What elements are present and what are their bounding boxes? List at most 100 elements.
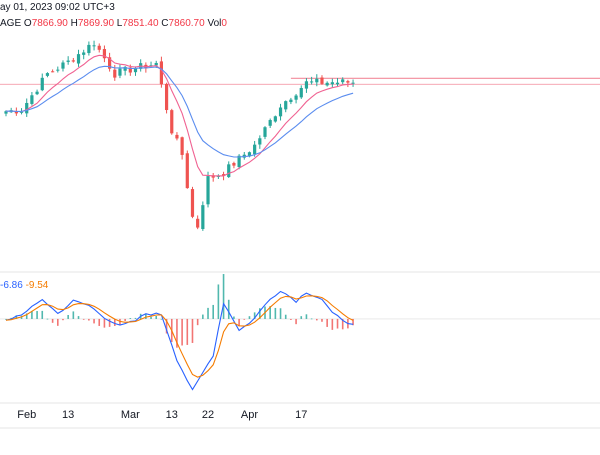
macd-histogram-bar <box>113 318 116 326</box>
low-value: 7851.40 <box>122 18 159 29</box>
candle-body <box>190 189 195 217</box>
series-label: AGE <box>0 18 22 29</box>
x-tick-label: 13 <box>166 409 178 421</box>
macd-histogram-bar <box>316 318 318 321</box>
candle-body <box>40 77 44 91</box>
candle-body <box>284 101 288 110</box>
candle-body <box>123 66 127 71</box>
candle-body <box>45 73 50 76</box>
candle-body <box>278 107 283 117</box>
candle-body <box>56 69 60 71</box>
high-label: H <box>70 18 78 29</box>
macd-histogram-bar <box>88 318 90 321</box>
candle-body <box>315 78 319 83</box>
candle-body <box>128 67 132 73</box>
x-tick-label: Feb <box>17 409 36 421</box>
horizontal-lines <box>0 77 600 85</box>
macd-histogram-bar <box>77 316 80 319</box>
ohlc-values-line: AGE O7866.90 H7869.90 L7851.40 C7860.70 … <box>0 18 227 29</box>
candle-body <box>330 82 334 85</box>
candle-body <box>237 155 241 168</box>
candle-body <box>4 111 8 114</box>
candle-body <box>25 102 29 114</box>
candle-body <box>299 88 303 98</box>
macd-values-line: -6.86 -9.54 <box>0 280 48 291</box>
candle-body <box>258 138 262 145</box>
macd-histogram-bar <box>10 317 12 319</box>
macd-histogram-bar <box>103 318 106 328</box>
macd-histogram-bar <box>51 318 54 323</box>
candlesticks <box>4 40 355 231</box>
x-tick-label: 17 <box>295 409 307 421</box>
date-text: ay 01, 2023 09:02 UTC+3 <box>0 2 115 13</box>
macd-histogram-bar <box>259 308 261 319</box>
volume-value: 0 <box>221 18 227 29</box>
macd-histogram-bar <box>176 318 178 348</box>
macd-histogram-bar <box>274 307 277 319</box>
x-tick-label: 22 <box>202 409 214 421</box>
macd-histogram-bar <box>181 318 183 346</box>
candle-body <box>320 77 324 84</box>
macd-histogram-bar <box>93 318 95 324</box>
candle-body <box>66 60 70 62</box>
candle-body <box>196 218 200 228</box>
candle-body <box>61 62 65 69</box>
candle-body <box>14 111 18 114</box>
macd-histogram-bar <box>248 316 251 319</box>
candle-body <box>82 52 86 55</box>
open-value: 7866.90 <box>31 18 68 29</box>
candle-body <box>273 116 277 122</box>
macd-histogram-bar <box>57 318 59 326</box>
macd-histogram-bar <box>279 308 282 319</box>
macd-histogram-bar <box>253 312 256 319</box>
macd-histogram-bar <box>352 318 354 326</box>
candle-body <box>294 95 298 100</box>
macd-histogram-bar <box>155 315 158 319</box>
macd-histogram-bar <box>269 306 271 319</box>
signal-value: -9.54 <box>25 280 49 291</box>
macd-histogram-bar <box>145 313 147 319</box>
candle-body <box>87 44 91 54</box>
candle-body <box>154 62 158 66</box>
moving-averages <box>5 54 354 177</box>
candle-body <box>19 111 24 113</box>
x-axis: Feb 13 Mar 13 22 Apr 17 <box>17 409 307 421</box>
candle-body <box>164 83 169 111</box>
candle-body <box>97 45 101 50</box>
macd-line <box>5 290 354 391</box>
macd-histogram-bar <box>284 314 287 319</box>
macd-histogram-bar <box>62 318 64 321</box>
macd-histogram-bar <box>31 310 33 319</box>
candle-body <box>310 81 314 83</box>
macd-histogram-bar <box>25 313 28 319</box>
macd-histogram-bar <box>129 318 132 319</box>
candle-body <box>304 81 309 89</box>
macd-histogram-bar <box>310 318 313 320</box>
candle-body <box>185 153 189 189</box>
macd-histogram-bar <box>207 307 209 319</box>
macd-histogram-bar <box>196 318 199 326</box>
ma-fast-line <box>5 54 354 177</box>
close-value: 7860.70 <box>168 18 205 29</box>
macd-histogram-bar <box>150 316 152 319</box>
high-value: 7869.90 <box>77 18 115 29</box>
candle-body <box>102 49 107 59</box>
candle-body <box>247 152 252 157</box>
macd-histogram-bar <box>202 314 204 319</box>
volume-label: Vol <box>207 18 222 29</box>
macd-histogram-bar <box>82 318 85 320</box>
macd-histogram-bar <box>217 284 220 319</box>
candle-body <box>335 82 340 85</box>
x-tick-label: Mar <box>121 409 140 421</box>
candle-body <box>118 68 122 76</box>
candle-body <box>206 176 210 205</box>
x-tick-label: Apr <box>241 409 258 421</box>
macd-histogram-bar <box>67 314 69 319</box>
candle-body <box>133 68 138 73</box>
candle-body <box>341 79 345 83</box>
candle-body <box>51 71 55 73</box>
macd-histogram-bar <box>108 318 111 327</box>
candle-body <box>175 134 179 139</box>
